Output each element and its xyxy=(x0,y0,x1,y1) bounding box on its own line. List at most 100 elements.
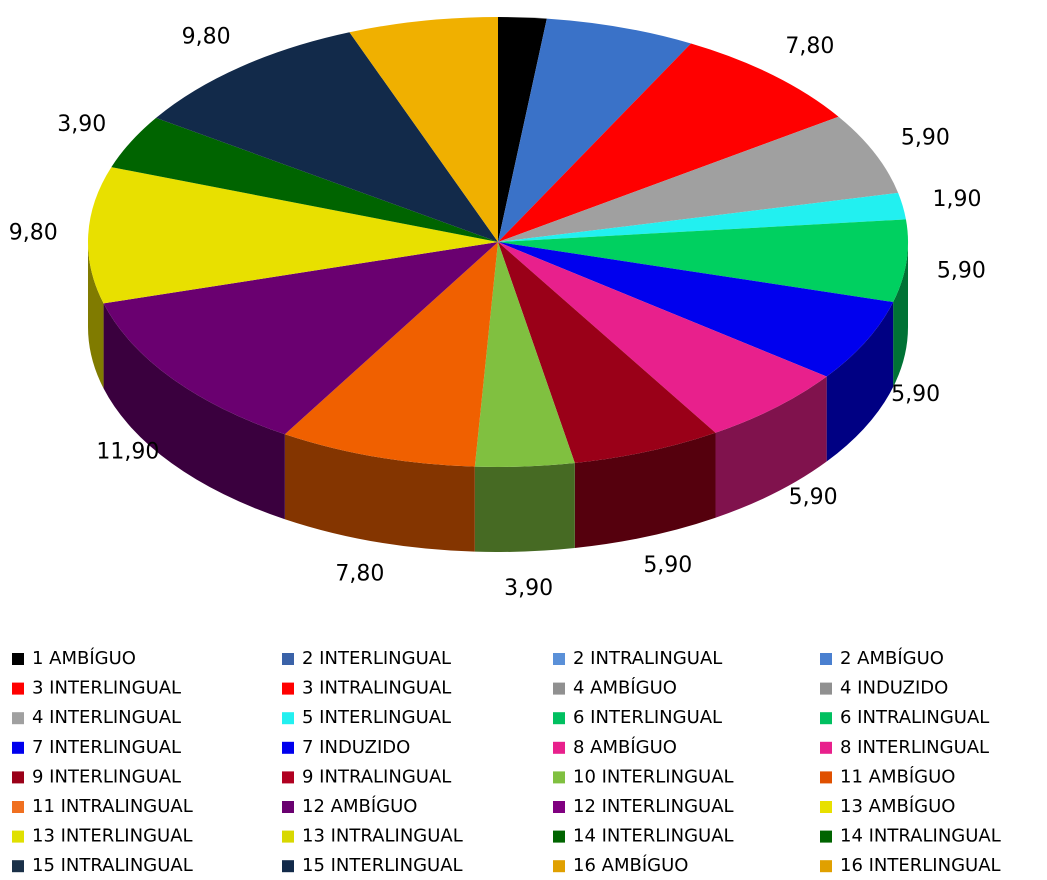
legend-swatch xyxy=(553,712,565,725)
pie-slice xyxy=(498,17,547,242)
legend-label: 13 INTRALINGUAL xyxy=(302,826,463,847)
legend-swatch xyxy=(12,801,24,813)
legend-label: 9 INTRALINGUAL xyxy=(302,766,451,787)
value-label: 11,90 xyxy=(96,440,159,465)
legend-label: 11 AMBÍGUO xyxy=(840,765,955,787)
legend-label: 4 INTERLINGUAL xyxy=(32,707,181,728)
legend-swatch xyxy=(12,830,24,843)
pie-slice xyxy=(498,242,894,377)
legend-swatch xyxy=(553,771,565,784)
value-labels: 1,905,907,805,901,905,905,905,905,903,90… xyxy=(9,0,986,601)
legend-label: 11 INTRALINGUAL xyxy=(32,796,193,817)
pie-slice xyxy=(156,32,499,243)
legend-label: 2 INTERLINGUAL xyxy=(302,648,451,669)
pie-tops xyxy=(87,17,909,467)
pie-slice xyxy=(111,117,499,242)
value-label: 5,90 xyxy=(937,258,986,283)
legend-label: 4 AMBÍGUO xyxy=(573,677,677,699)
pie-slice xyxy=(87,167,498,304)
legend-swatch xyxy=(282,771,294,784)
legend-label: 8 INTERLINGUAL xyxy=(840,737,989,758)
pie-slice xyxy=(498,18,691,243)
legend-label: 15 INTERLINGUAL xyxy=(302,855,463,876)
legend-label: 9 INTERLINGUAL xyxy=(32,766,181,787)
value-label: 5,90 xyxy=(613,0,662,3)
legend-swatch xyxy=(12,771,24,784)
legend-label: 15 INTRALINGUAL xyxy=(32,855,193,876)
value-label: 9,80 xyxy=(9,221,58,246)
pie-slice xyxy=(498,192,906,242)
legend-label: 2 INTRALINGUAL xyxy=(573,648,722,669)
value-label: 9,80 xyxy=(182,24,231,49)
pie-slice xyxy=(498,242,716,464)
legend-swatch xyxy=(553,682,565,695)
pie-side xyxy=(284,434,475,552)
legend-label: 7 INDUZIDO xyxy=(302,737,410,758)
legend-swatch xyxy=(12,741,24,754)
pie-slice xyxy=(103,242,498,435)
legend-swatch xyxy=(820,741,832,754)
legend-swatch xyxy=(553,860,565,873)
legend-label: 14 INTRALINGUAL xyxy=(840,826,1001,847)
value-label: 5,90 xyxy=(891,382,940,407)
pie-slice xyxy=(474,242,575,467)
legend-label: 12 INTERLINGUAL xyxy=(573,796,734,817)
legend-swatch xyxy=(820,653,832,665)
value-label: 1,90 xyxy=(933,187,982,212)
legend-swatch xyxy=(553,741,565,754)
value-label: 7,80 xyxy=(335,561,384,586)
pie-slice xyxy=(498,43,839,243)
legend-swatch xyxy=(553,653,565,665)
pie-side xyxy=(826,302,894,462)
legend-swatch xyxy=(553,801,565,813)
pie-slice xyxy=(498,242,827,433)
pie-side xyxy=(715,376,827,518)
legend-label: 1 AMBÍGUO xyxy=(32,647,136,669)
legend-label: 3 INTRALINGUAL xyxy=(302,678,451,699)
pie-side xyxy=(893,242,908,388)
value-label: 5,90 xyxy=(789,485,838,510)
legend-label: 13 AMBÍGUO xyxy=(840,795,955,817)
pie-slice xyxy=(498,219,909,303)
legend-swatch xyxy=(282,712,294,725)
legend-swatch xyxy=(12,653,24,665)
pie-slice xyxy=(498,116,899,242)
legend-swatch xyxy=(12,860,24,873)
legend-label: 2 AMBÍGUO xyxy=(840,647,944,669)
legend-swatch xyxy=(553,830,565,843)
legend-swatch xyxy=(820,830,832,843)
legend-label: 13 INTERLINGUAL xyxy=(32,826,193,847)
legend-label: 10 INTERLINGUAL xyxy=(573,766,734,787)
legend-label: 16 INTERLINGUAL xyxy=(840,855,1001,876)
legend-swatch xyxy=(282,801,294,813)
legend-label: 5 INTERLINGUAL xyxy=(302,707,451,728)
value-label: 3,90 xyxy=(504,576,553,601)
legend-label: 7 INTERLINGUAL xyxy=(32,737,181,758)
legend-label: 14 INTERLINGUAL xyxy=(573,826,734,847)
legend-label: 4 INDUZIDO xyxy=(840,678,948,699)
pie-side xyxy=(103,303,285,520)
legend-swatch xyxy=(282,741,294,754)
value-label: 5,90 xyxy=(643,553,692,578)
pie-side xyxy=(88,242,104,389)
legend-label: 3 INTERLINGUAL xyxy=(32,678,181,699)
legend-swatch xyxy=(282,682,294,695)
legend-label: 12 AMBÍGUO xyxy=(302,795,417,817)
pie-side xyxy=(474,463,575,552)
legend-swatch xyxy=(12,712,24,725)
value-label: 5,90 xyxy=(901,125,950,150)
pie-slice xyxy=(349,17,498,242)
legend-swatch xyxy=(820,801,832,813)
legend-swatch xyxy=(820,771,832,784)
pie-slice xyxy=(284,242,498,467)
legend-swatch xyxy=(820,860,832,873)
legend-swatch xyxy=(282,653,294,665)
legend-label: 16 AMBÍGUO xyxy=(573,854,688,876)
pie-sides xyxy=(88,242,908,552)
legend-label: 6 INTRALINGUAL xyxy=(840,707,989,728)
legend-label: 6 INTERLINGUAL xyxy=(573,707,722,728)
legend-swatch xyxy=(12,682,24,695)
pie-side xyxy=(574,432,716,549)
legend-swatch xyxy=(282,830,294,843)
legend-swatch xyxy=(820,712,832,725)
